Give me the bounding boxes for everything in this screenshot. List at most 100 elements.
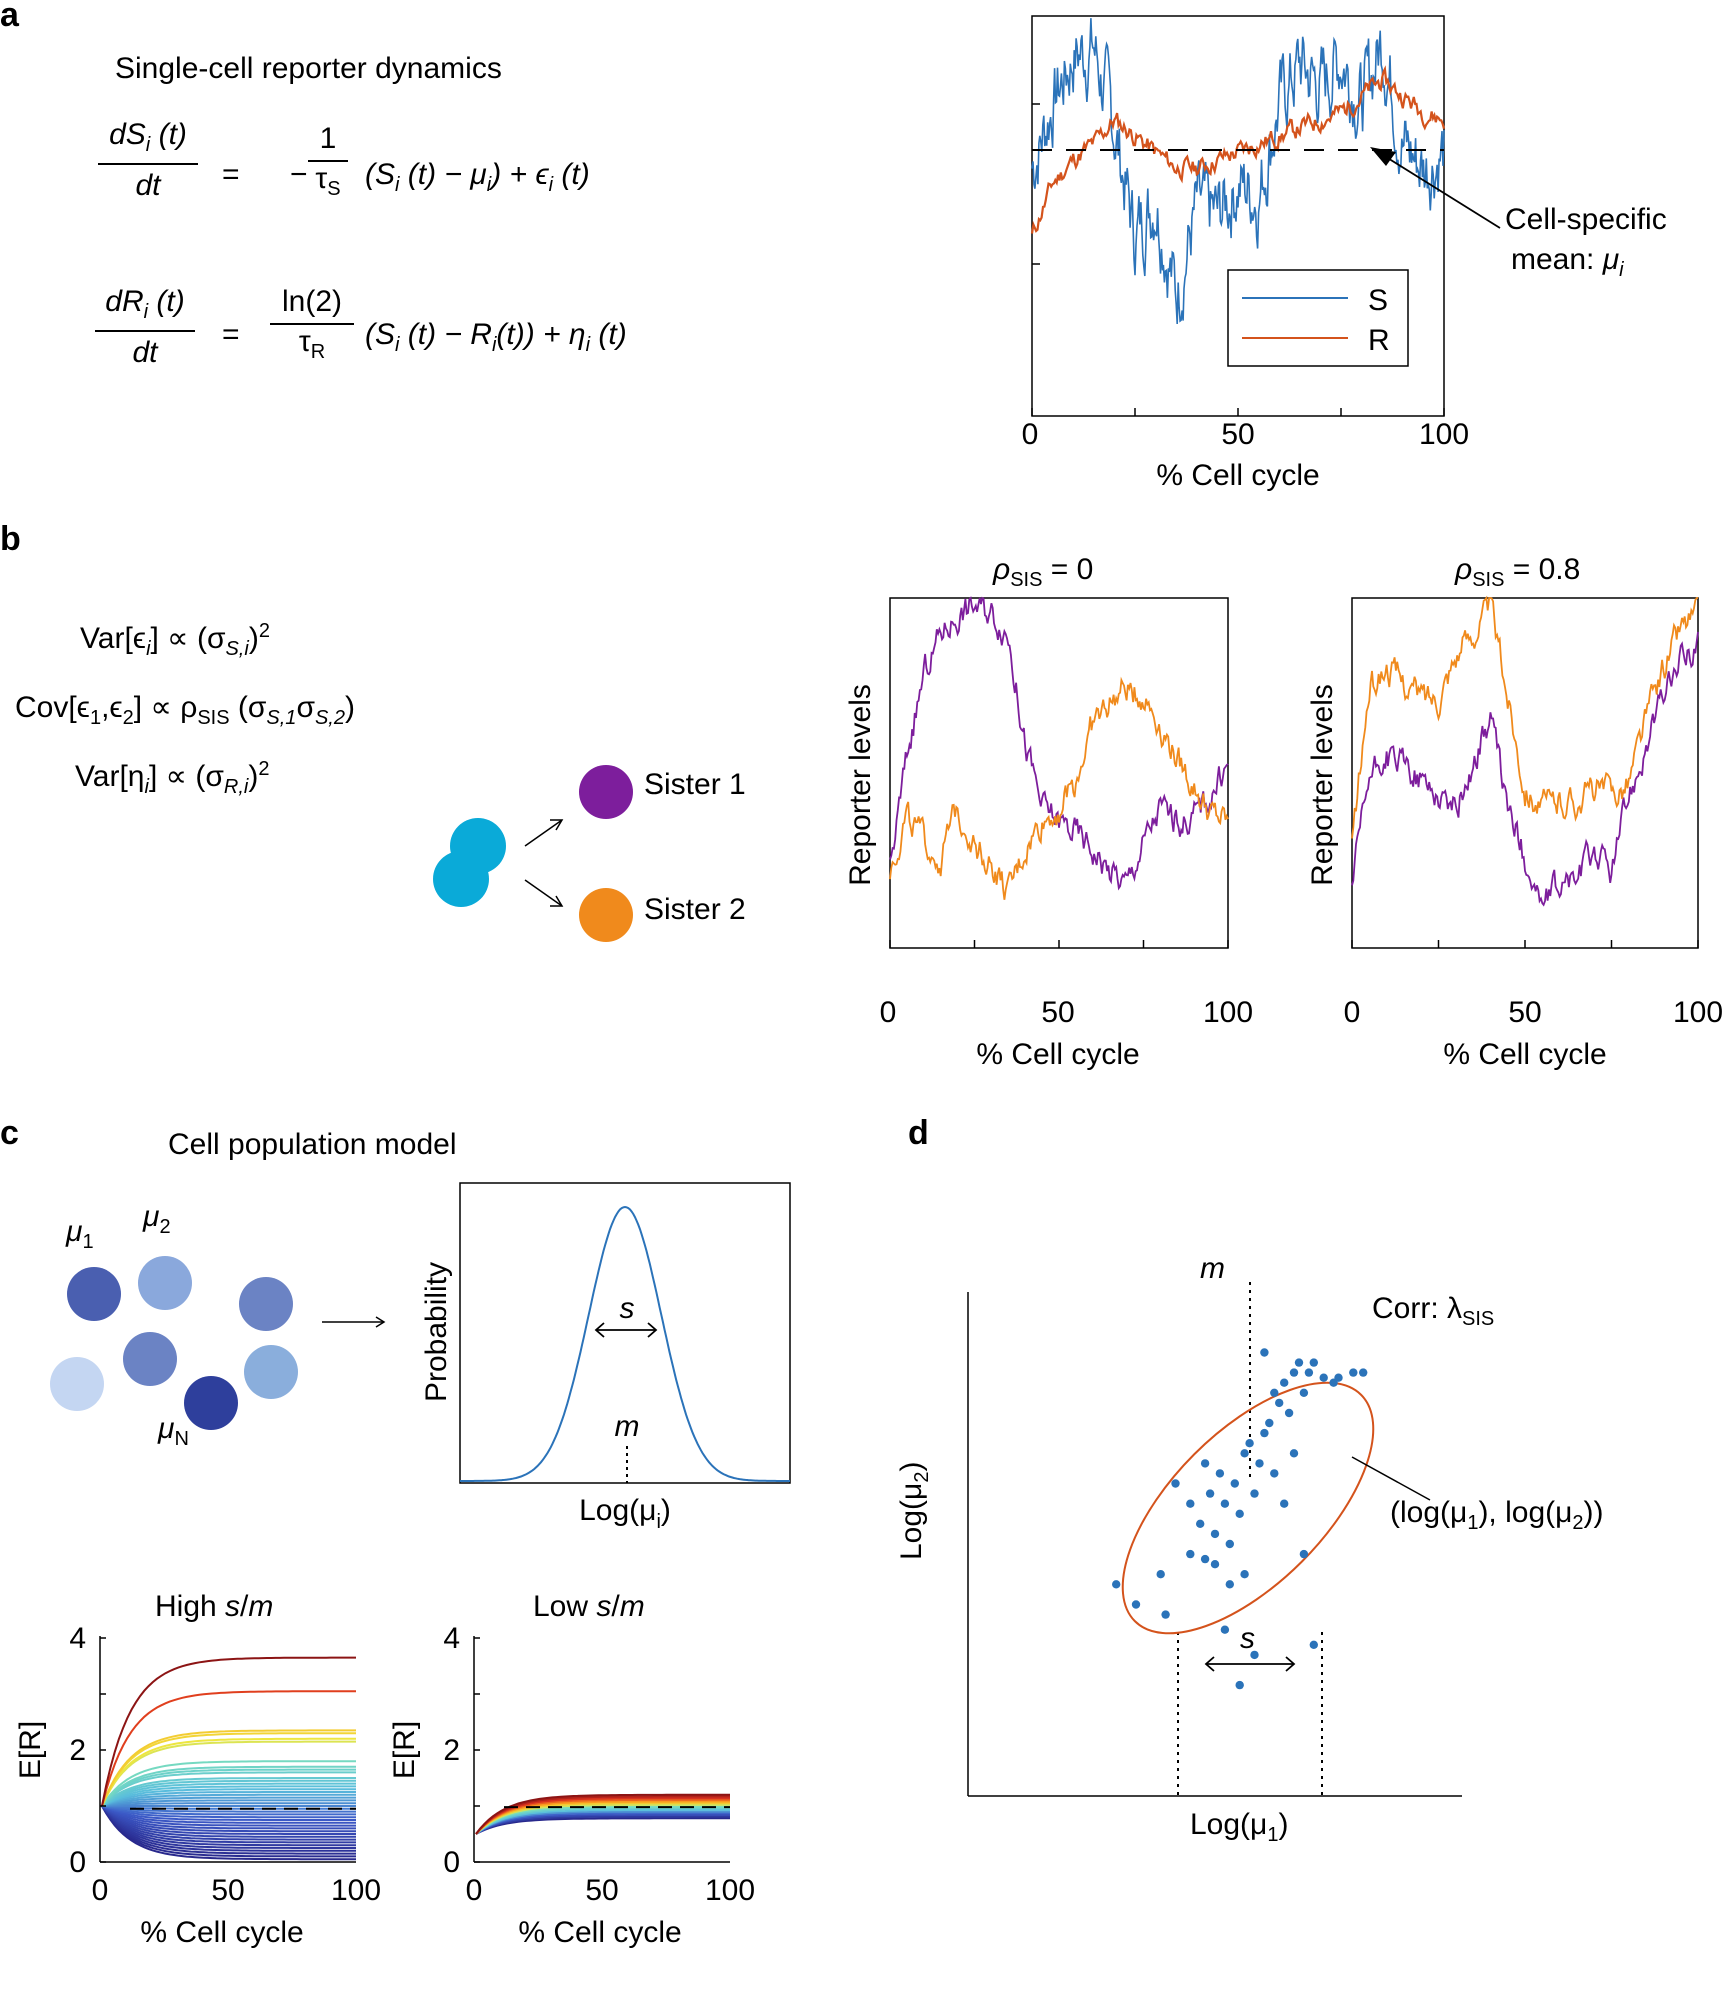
sister-1-cell — [579, 765, 633, 819]
a-xtick-50: 50 — [1221, 418, 1254, 451]
d-point-39 — [1220, 1625, 1230, 1634]
d-point-43 — [1309, 1640, 1319, 1650]
d-point-0 — [1112, 1580, 1121, 1589]
high-ytick-0: 0 — [69, 1846, 86, 1879]
d-point-10 — [1215, 1469, 1225, 1478]
panel-a-title: Single-cell reporter dynamics — [115, 52, 502, 85]
prob-gaussian-curve — [460, 1205, 790, 1482]
d-point-25 — [1289, 1368, 1299, 1377]
high-lines-curve-30 — [101, 1771, 356, 1807]
high-lines-curve-23 — [101, 1793, 356, 1807]
var-eta-eq: Var[ηi] ∝ (σR,i)2 — [75, 758, 270, 798]
d-s-arrowhead-left — [1204, 1656, 1215, 1672]
high-lines-curve-34 — [101, 1740, 356, 1807]
d-point-45 — [1200, 1554, 1210, 1564]
low-lines-curve-3 — [475, 1812, 730, 1835]
high-lines-curve-13 — [101, 1805, 356, 1824]
b2-series-1-line — [1351, 631, 1699, 907]
high-lines-curve-27 — [101, 1782, 356, 1807]
low-lines-curve-4 — [475, 1810, 730, 1835]
eq1-rhs: (Si (t) − μi) + ϵi (t) — [365, 158, 590, 196]
d-point-8 — [1205, 1489, 1215, 1498]
b2-ylabel: Reporter levels — [1306, 684, 1339, 886]
high-lines-curve-38 — [101, 1690, 356, 1807]
d-point-41 — [1235, 1680, 1244, 1690]
high-lines-curve-36 — [101, 1732, 356, 1807]
high-lines-curve-6 — [101, 1805, 356, 1844]
eq1-minus: − — [290, 158, 308, 191]
d-point-44 — [1186, 1549, 1195, 1559]
a-xtick-0: 0 — [1022, 418, 1039, 451]
population-to-distribution-arrow — [322, 1316, 386, 1328]
d-point-34 — [1359, 1368, 1368, 1377]
d-point-22 — [1275, 1398, 1284, 1408]
low-lines-curve-2 — [475, 1814, 730, 1835]
cov-epsilon-eq: Cov[ϵ1,ϵ2] ∝ ρSIS (σS,1σS,2) — [15, 691, 355, 729]
d-s-label: s — [1240, 1622, 1255, 1655]
d-point-11 — [1220, 1499, 1230, 1508]
d-point-48 — [1280, 1499, 1289, 1508]
d-point-33 — [1349, 1368, 1358, 1377]
high-lines-curve-29 — [101, 1777, 356, 1807]
d-point-18 — [1255, 1459, 1264, 1468]
b2-series-2-line — [1351, 595, 1698, 839]
d-s-arrowhead-right — [1285, 1656, 1296, 1672]
high-lines-curve-31 — [101, 1768, 356, 1807]
d-point-21 — [1270, 1388, 1279, 1398]
high-lines-curve-0 — [101, 1805, 356, 1861]
d-point-38 — [1240, 1570, 1249, 1579]
low-xtick-50: 50 — [585, 1874, 618, 1907]
panel-c-high-sm-plot: 0 2 4 0 50 100 % Cell cycle E[R] — [14, 1622, 381, 1949]
high-lines-curve-1 — [101, 1805, 356, 1858]
d-point-36 — [1289, 1449, 1299, 1458]
b1-xtick-50: 50 — [1041, 996, 1074, 1029]
panel-c-title: Cell population model — [168, 1128, 457, 1161]
d-point-30 — [1319, 1373, 1328, 1382]
d-point-12 — [1225, 1539, 1235, 1549]
high-sm-title: High s/m — [155, 1590, 274, 1623]
high-lines-curve-21 — [101, 1799, 356, 1807]
d-point-23 — [1280, 1378, 1289, 1387]
d-point-1 — [1131, 1600, 1141, 1609]
a-annotation-arrow-line — [1377, 151, 1501, 229]
panel-a-trace-plot: 0 50 100 % Cell cycle S R — [1022, 15, 1501, 492]
low-xtick-100: 100 — [705, 1874, 755, 1907]
d-point-4 — [1171, 1479, 1180, 1488]
mu-n-label: μN — [158, 1412, 189, 1450]
b1-ylabel: Reporter levels — [844, 684, 877, 886]
eq2-rhs: (Si (t) − Ri(t)) + ηi (t) — [365, 318, 627, 356]
high-xtick-50: 50 — [211, 1874, 244, 1907]
high-lines-curve-22 — [101, 1796, 356, 1807]
high-xtick-100: 100 — [331, 1874, 381, 1907]
panel-label-c: c — [0, 1114, 19, 1152]
d-point-20 — [1265, 1418, 1274, 1428]
a-xtick-100: 100 — [1419, 418, 1469, 451]
d-point-32 — [1334, 1373, 1343, 1382]
eq2-lhs: dRi (t) dt — [95, 285, 195, 370]
panel-d-scatter-plot — [967, 1282, 1462, 1797]
prob-m-label: m — [615, 1410, 640, 1443]
prob-xlabel: Log(μi) — [579, 1494, 671, 1533]
corr-label: Corr: λSIS — [1372, 1292, 1495, 1330]
low-lines-curve-9 — [475, 1802, 730, 1835]
panel-c-low-sm-plot: 0 2 4 0 50 100 % Cell cycle E[R] — [388, 1622, 755, 1949]
prob-frame — [459, 1182, 791, 1484]
d-point-label-leader — [1351, 1456, 1431, 1501]
high-lines-curve-33 — [101, 1760, 356, 1807]
a-legend-label-s: S — [1368, 284, 1388, 317]
panel-label-d: d — [908, 1114, 929, 1152]
d-point-9 — [1210, 1529, 1220, 1539]
high-ylabel: E[R] — [14, 1721, 47, 1779]
high-lines-curve-16 — [101, 1805, 356, 1816]
high-lines-curve-8 — [101, 1805, 356, 1838]
plot-rho-0-title: ρSIS = 0 — [993, 553, 1094, 591]
d-point-15 — [1240, 1449, 1249, 1458]
plot-rho-08-title: ρSIS = 0.8 — [1455, 553, 1581, 591]
point-coord-label: (log(μ1), log(μ2)) — [1390, 1496, 1604, 1534]
b2-xtick-100: 100 — [1673, 996, 1723, 1029]
b2-xtick-0: 0 — [1344, 996, 1361, 1029]
d-point-3 — [1156, 1570, 1165, 1579]
low-lines-curve-11 — [475, 1798, 730, 1835]
panel-label-b: b — [0, 520, 21, 558]
cell-specific-mean-annotation: Cell-specific mean: μi — [1505, 203, 1667, 281]
